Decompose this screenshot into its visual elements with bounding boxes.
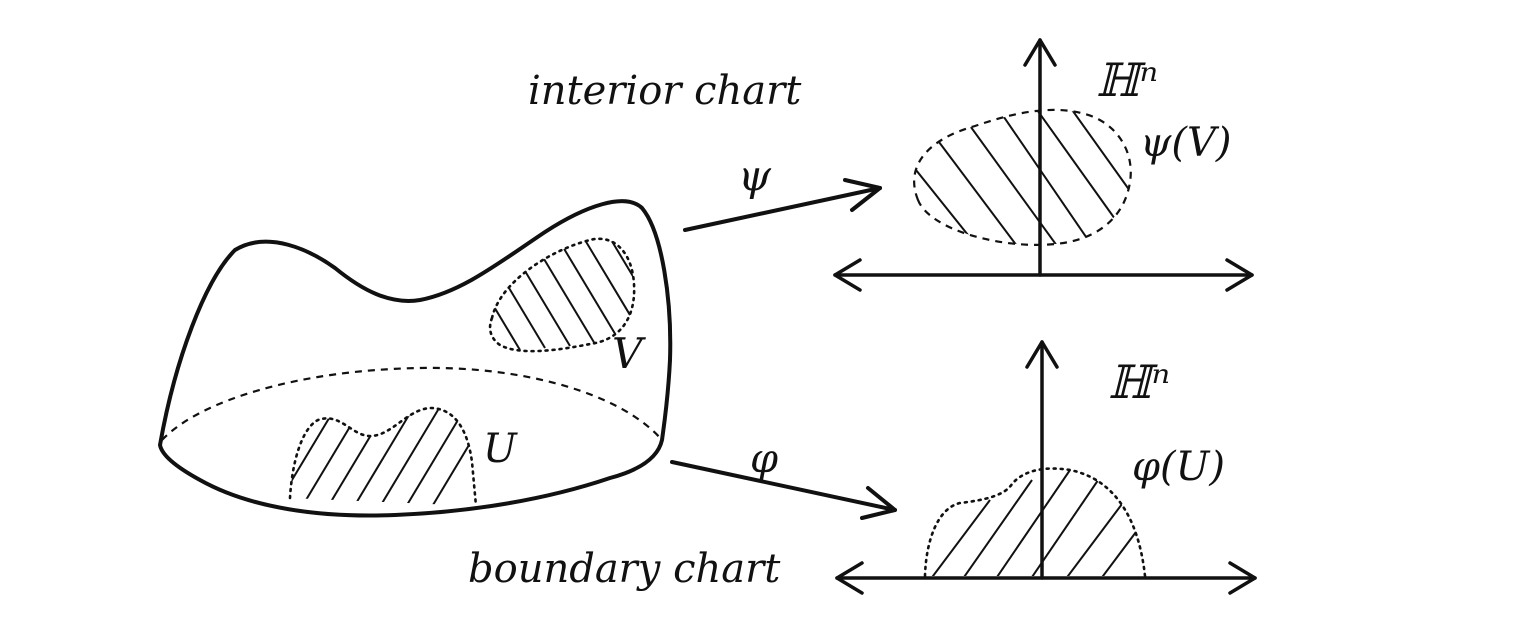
interior-chart-arrow: [683, 178, 882, 232]
boundary-chart-label: boundary chart: [468, 546, 781, 592]
psi-of-v-label: ψ(V): [1140, 120, 1231, 166]
set-u-region: [288, 406, 478, 508]
manifold-outline: [158, 199, 673, 518]
manifold: [158, 199, 673, 518]
bottom-halfspace-axes: [835, 340, 1257, 595]
phi-of-u-label: φ(U): [1132, 444, 1225, 490]
phi-u-hatch: [929, 469, 1145, 576]
set-u-label: U: [483, 426, 518, 472]
psi-label: ψ: [738, 151, 772, 200]
top-halfspace-axes: [833, 38, 1254, 292]
boundary-back-edge: [161, 366, 663, 441]
interior-chart-label: interior chart: [528, 68, 802, 114]
psi-v-region: [913, 108, 1132, 246]
boundary-chart-arrow: [670, 460, 897, 520]
psi-v-hatch: [914, 109, 1131, 245]
set-u-hatch: [290, 409, 476, 506]
phi-label: φ: [750, 436, 778, 482]
halfspace-label-bottom: ℍⁿ: [1108, 355, 1170, 409]
set-v-region: [488, 237, 636, 353]
set-v-label: V: [612, 329, 646, 378]
halfspace-label-top: ℍⁿ: [1096, 53, 1158, 107]
